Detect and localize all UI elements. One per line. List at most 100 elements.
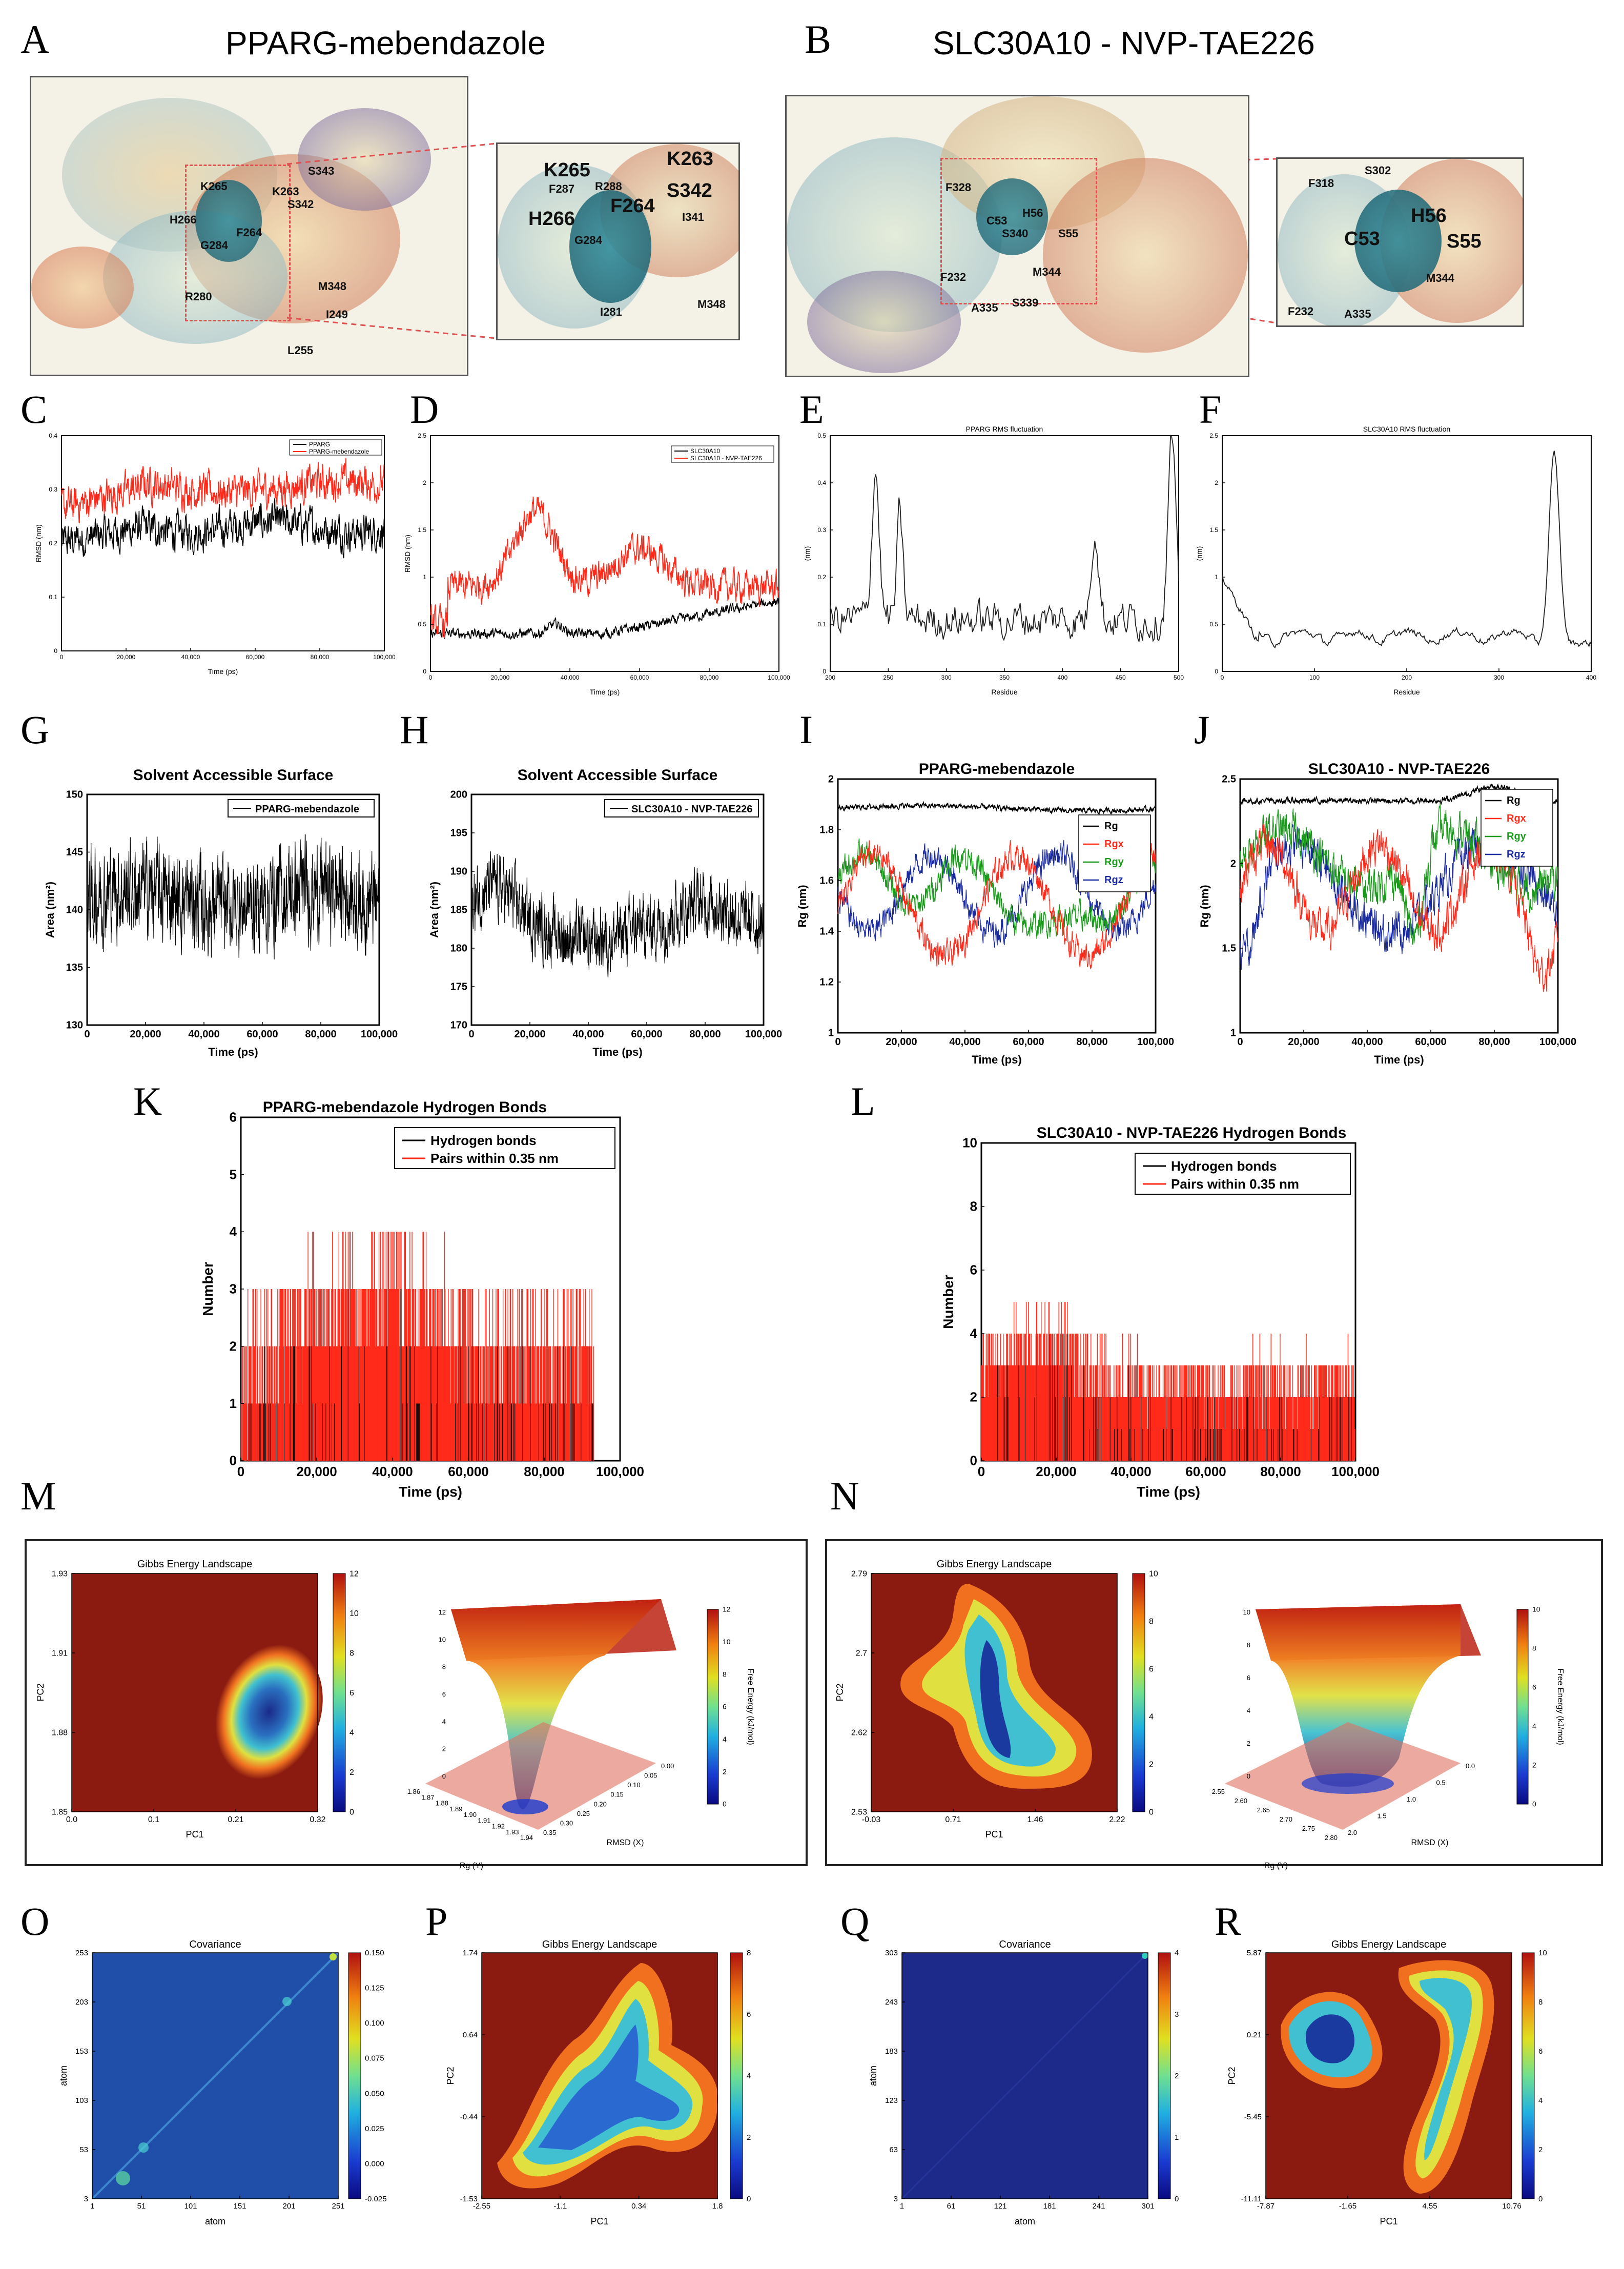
y-tick-label: 0.3 [817, 526, 826, 534]
x-tick-label: 121 [994, 2202, 1006, 2211]
x-axis-label: Time (ps) [590, 688, 620, 696]
x-tick-label: 100,000 [596, 1464, 644, 1479]
x-tick-label: 20,000 [296, 1464, 337, 1479]
z-tick-label: 6 [442, 1690, 446, 1698]
panel-label-p: P [425, 1899, 448, 1944]
x-tick-label: 1 [90, 2202, 94, 2211]
x-tick-label: 2.60 [1235, 1797, 1247, 1805]
legend-entry: SLC30A10 [690, 447, 720, 455]
panel-label-k: K [133, 1079, 162, 1123]
x-tick-label: 61 [947, 2202, 956, 2211]
y-axis-label: PC2 [445, 2067, 456, 2084]
z-tick-label: 4 [442, 1718, 446, 1725]
colorbar [333, 1573, 346, 1812]
x-tick-label: 100 [1309, 674, 1320, 681]
y-tick-label: 1 [230, 1396, 237, 1411]
rgx-line [1240, 821, 1558, 992]
y-tick-label: 200 [450, 789, 467, 801]
y-tick-label: 0 [230, 1453, 237, 1468]
y-tick-label: 1.88 [52, 1728, 68, 1737]
x-tick-label: 0.21 [228, 1815, 243, 1824]
y-tick-label: 0.2 [49, 540, 57, 547]
x-axis-label: Rg (Y) [460, 1862, 483, 1870]
x-tick-label: 1.92 [492, 1823, 505, 1830]
legend-entry: PPARG-mebendazole [309, 448, 369, 455]
y-tick-label: 0.05 [644, 1772, 657, 1780]
slc30a10-rmsf-line [1222, 451, 1592, 649]
colorbar-label: Free Energy (kJ/mol) [746, 1668, 755, 1745]
residue-label: I249 [326, 308, 348, 321]
panel-label-r: R [1215, 1899, 1242, 1944]
legend-entry: PPARG [309, 441, 330, 448]
residue-label: F318 [1308, 177, 1334, 190]
colorbar-tick-label: 8 [1532, 1644, 1536, 1652]
z-tick-label: 8 [1247, 1641, 1250, 1649]
y-tick-label: 2.5 [1222, 774, 1236, 785]
panel-n-landscape-2d: Gibbs Energy Landscape -0.03 0.71 1.46 2.22… [835, 1559, 1158, 1839]
plot-frame [830, 435, 1179, 672]
pparg-structure-image: K265 K263 S342 H266 G284 F264 R280 L255 … [30, 76, 468, 376]
slc30a10-rmsd-line [430, 598, 779, 640]
y-axis-label: (nm) [803, 546, 811, 561]
y-axis-label: Area (nm²) [44, 882, 56, 938]
panel-label-a: A [20, 17, 50, 62]
y-axis-label: RMSD (nm) [403, 535, 412, 573]
y-tick-label: 5.87 [1247, 1949, 1262, 1957]
legend: Rg Rgx Rgy Rgz [1078, 814, 1151, 892]
plot-title: Gibbs Energy Landscape [137, 1559, 253, 1570]
zoom-region-marker [940, 158, 1097, 304]
y-tick-label: 2 [423, 479, 426, 486]
x-tick-label: 0 [978, 1464, 985, 1479]
x-tick-label: 100,000 [768, 674, 790, 681]
y-tick-label: 8 [970, 1199, 977, 1214]
y-tick-label: 0.5 [418, 621, 426, 628]
x-tick-label: 20,000 [130, 1029, 161, 1040]
plot-frame [1239, 778, 1559, 1034]
y-tick-label: 0.25 [577, 1810, 590, 1817]
y-axis-label: (nm) [1195, 546, 1203, 561]
y-tick-label: 1.6 [819, 875, 834, 887]
y-tick-label: 185 [450, 905, 467, 916]
x-tick-label: 1.8 [712, 2202, 723, 2211]
legend-box [604, 799, 759, 817]
y-tick-label: 3 [894, 2195, 898, 2203]
y-axis-label: atom [58, 2066, 69, 2086]
colorbar-tick-label: 2 [1149, 1760, 1154, 1769]
residue-label: S55 [1447, 231, 1482, 252]
x-axis-label: PC1 [186, 1829, 203, 1839]
y-tick-label: 0.64 [463, 2031, 478, 2039]
x-tick-label: 0.34 [631, 2202, 646, 2211]
x-axis-label: Residue [1393, 688, 1420, 696]
residue-label: C53 [1344, 228, 1380, 250]
y-tick-label: 2 [1230, 858, 1236, 870]
rg-line [1240, 783, 1558, 806]
y-tick-label: 2.0 [1348, 1829, 1357, 1836]
y-axis-label: RMSD (X) [607, 1838, 644, 1847]
residue-label: M348 [318, 280, 347, 293]
y-tick-label: 1 [828, 1028, 834, 1039]
x-tick-label: -0.03 [862, 1815, 881, 1824]
x-axis-label: PC1 [1380, 2216, 1397, 2226]
residue-label: H56 [1022, 207, 1043, 219]
colorbar-tick-label: 6 [747, 2010, 751, 2019]
y-tick-label: 145 [66, 847, 83, 858]
y-tick-label: 0.4 [49, 432, 57, 439]
x-tick-label: 60,000 [1013, 1036, 1044, 1048]
rg-line [837, 801, 1156, 816]
y-tick-label: 175 [450, 982, 467, 993]
legend-entry: Hydrogen bonds [430, 1133, 537, 1148]
y-tick-label: 1.2 [819, 977, 834, 988]
y-tick-label: 2.5 [418, 432, 426, 439]
residue-label: C53 [986, 214, 1008, 227]
panel-o-covariance: Covariance 1 51 101 151 201 25135310315320325… [58, 1939, 387, 2226]
x-tick-label: 2.75 [1302, 1825, 1315, 1832]
y-tick-label: 10 [962, 1135, 977, 1151]
x-tick-label: 0 [84, 1029, 90, 1040]
y-axis-label: PC2 [1227, 2067, 1237, 2084]
x-tick-label: 400 [1057, 674, 1067, 681]
y-axis-label: PC2 [835, 1683, 845, 1701]
colorbar-tick-label: 2 [747, 2133, 751, 2142]
panel-label-l: L [851, 1079, 875, 1123]
y-tick-label: 0.2 [817, 574, 826, 581]
colorbar-tick-label: 2 [723, 1767, 727, 1775]
